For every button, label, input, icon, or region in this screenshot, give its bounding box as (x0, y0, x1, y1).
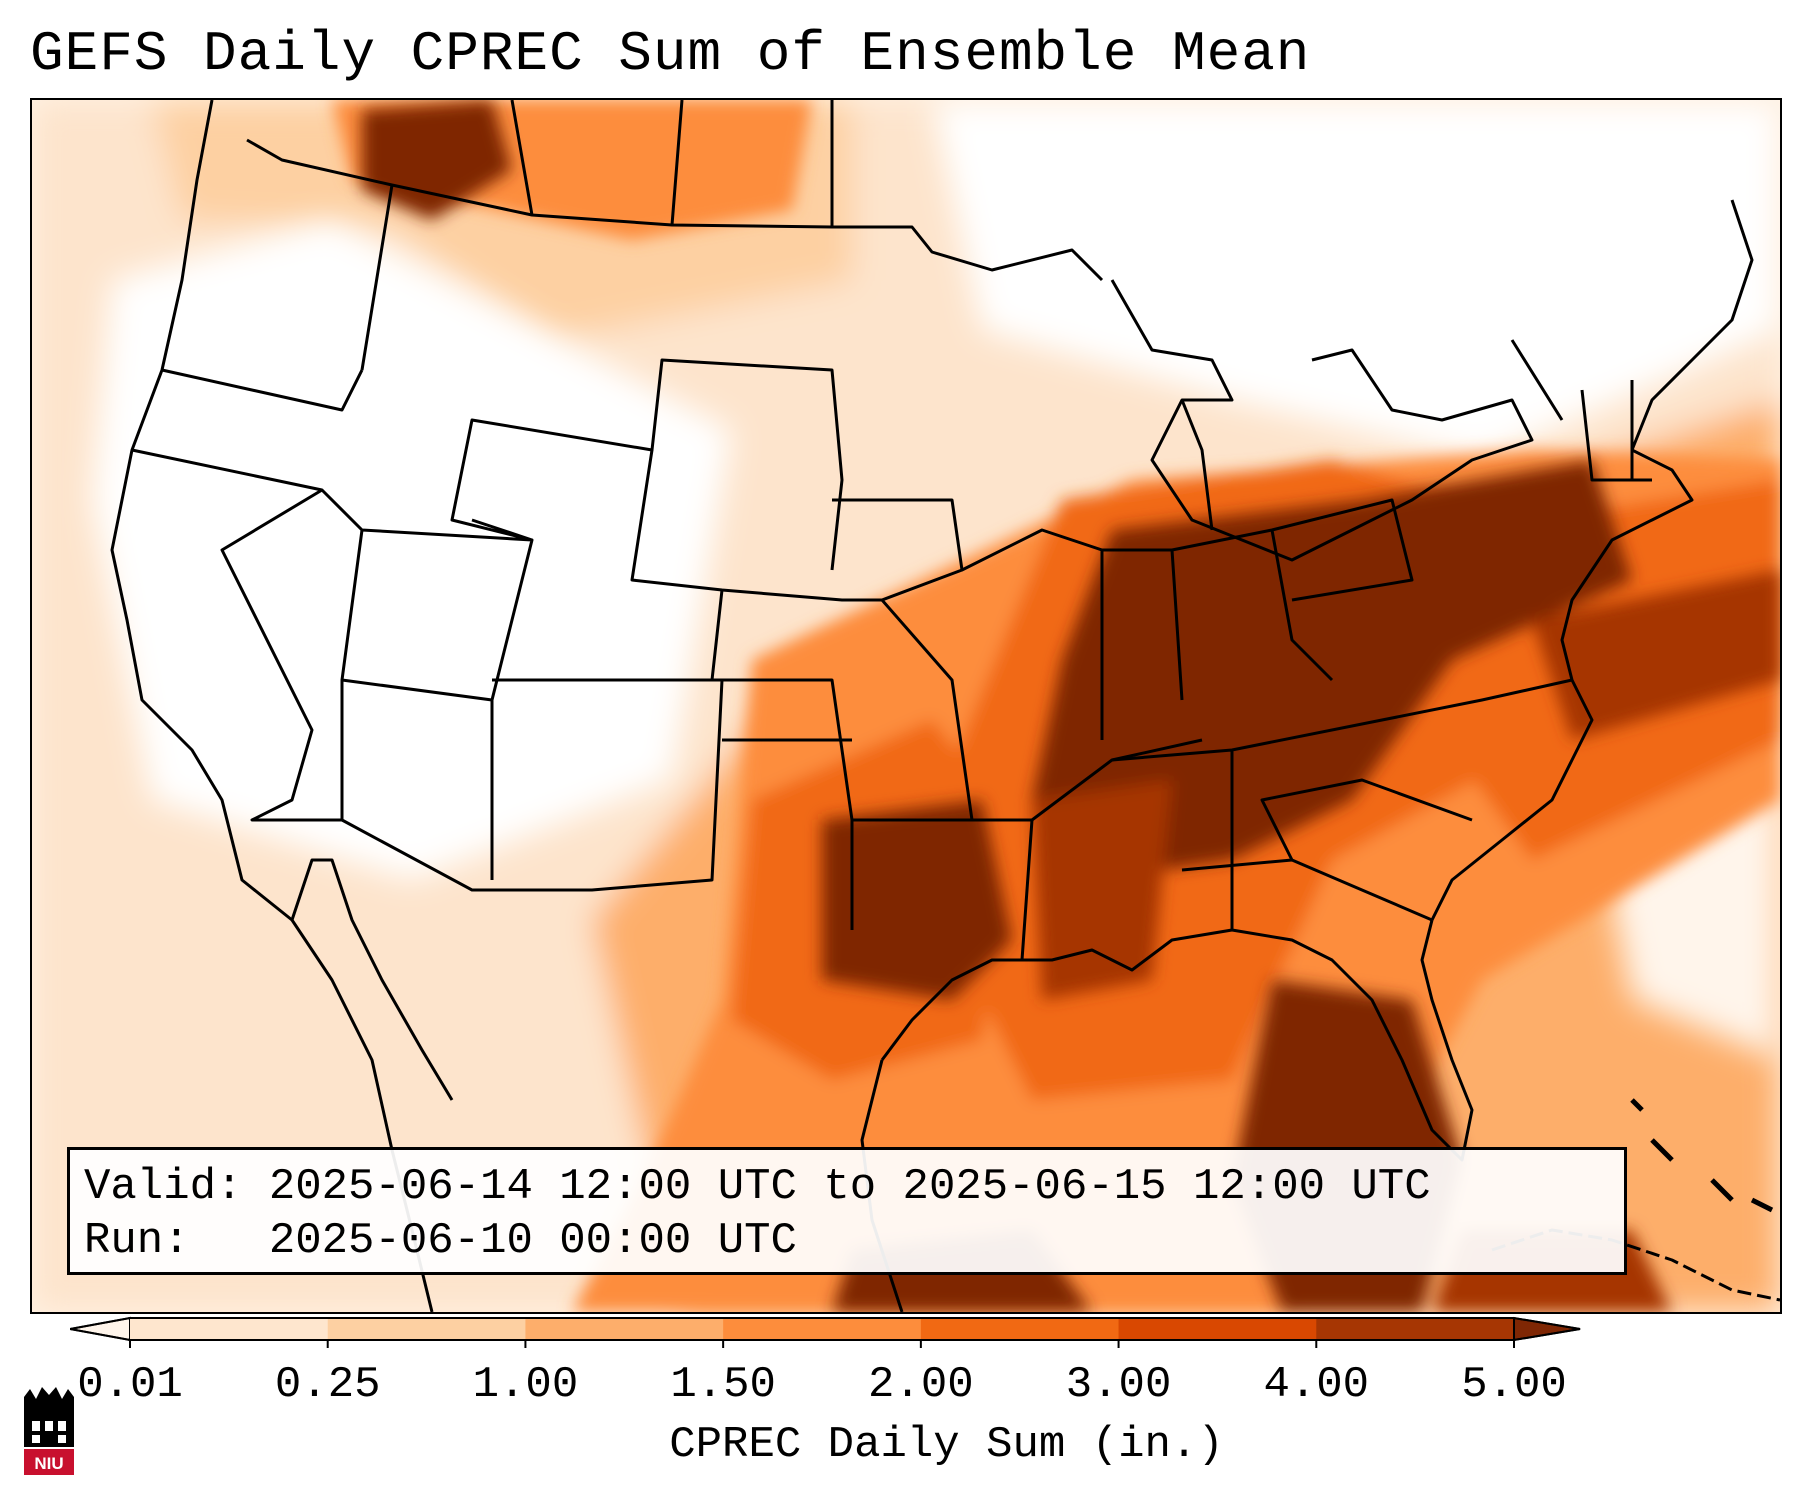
colorbar-segment (525, 1318, 724, 1340)
west-coast (110, 100, 434, 1312)
precipitation-map (32, 100, 1780, 1312)
colorbar-segment (1118, 1318, 1317, 1340)
map-panel (30, 98, 1782, 1314)
state-lines-east (961, 498, 1573, 930)
bahamas-islands (1630, 1098, 1774, 1213)
colorbar-tick-label: 3.00 (1065, 1360, 1172, 1410)
colorbar (70, 1316, 1581, 1348)
valid-time-text: Valid: 2025-06-14 12:00 UTC to 2025-06-1… (84, 1162, 1431, 1212)
colorbar-tick-label: 0.25 (274, 1360, 381, 1410)
state-lines-central (630, 449, 1203, 961)
lake-michigan (1180, 399, 1214, 531)
logo-text: NIU (34, 1454, 63, 1473)
colorbar-over-arrow (1513, 1316, 1581, 1342)
logo-tower-icon (24, 1387, 74, 1415)
east-coast (1430, 199, 1754, 921)
northeast-lines (1510, 339, 1652, 482)
valid-run-info-box: Valid: 2025-06-14 12:00 UTC to 2025-06-1… (67, 1147, 1627, 1275)
colorbar-under-arrow (70, 1316, 131, 1342)
great-lakes (1110, 279, 1534, 562)
niu-logo: NIU (24, 1387, 74, 1475)
logo-red-band (24, 1449, 74, 1475)
colorbar-tick-label: 1.00 (472, 1360, 579, 1410)
colorbar-segment (723, 1318, 922, 1340)
canada-province-lines (360, 100, 834, 371)
colorbar-segment (327, 1318, 526, 1340)
colorbar-segment (1316, 1318, 1515, 1340)
colorbar-tick-label: 4.00 (1263, 1360, 1370, 1410)
colorbar-tick-label: 1.50 (670, 1360, 776, 1410)
colorbar-tick-label: 0.01 (77, 1360, 183, 1410)
baja-gulf-coast (290, 858, 454, 1101)
run-time-text: Run: 2025-06-10 00:00 UTC (84, 1216, 797, 1266)
colorbar-label: CPREC Daily Sum (in.) (669, 1420, 1224, 1470)
colorbar-tick-label: 2.00 (868, 1360, 974, 1410)
state-lines-west (131, 358, 844, 892)
colorbar-segment (920, 1318, 1120, 1340)
gulf-coast (880, 919, 1474, 1162)
colorbar-segment (130, 1318, 329, 1340)
map-title: GEFS Daily CPREC Sum of Ensemble Mean (30, 22, 1311, 86)
colorbar-tick-label: 5.00 (1461, 1360, 1567, 1410)
